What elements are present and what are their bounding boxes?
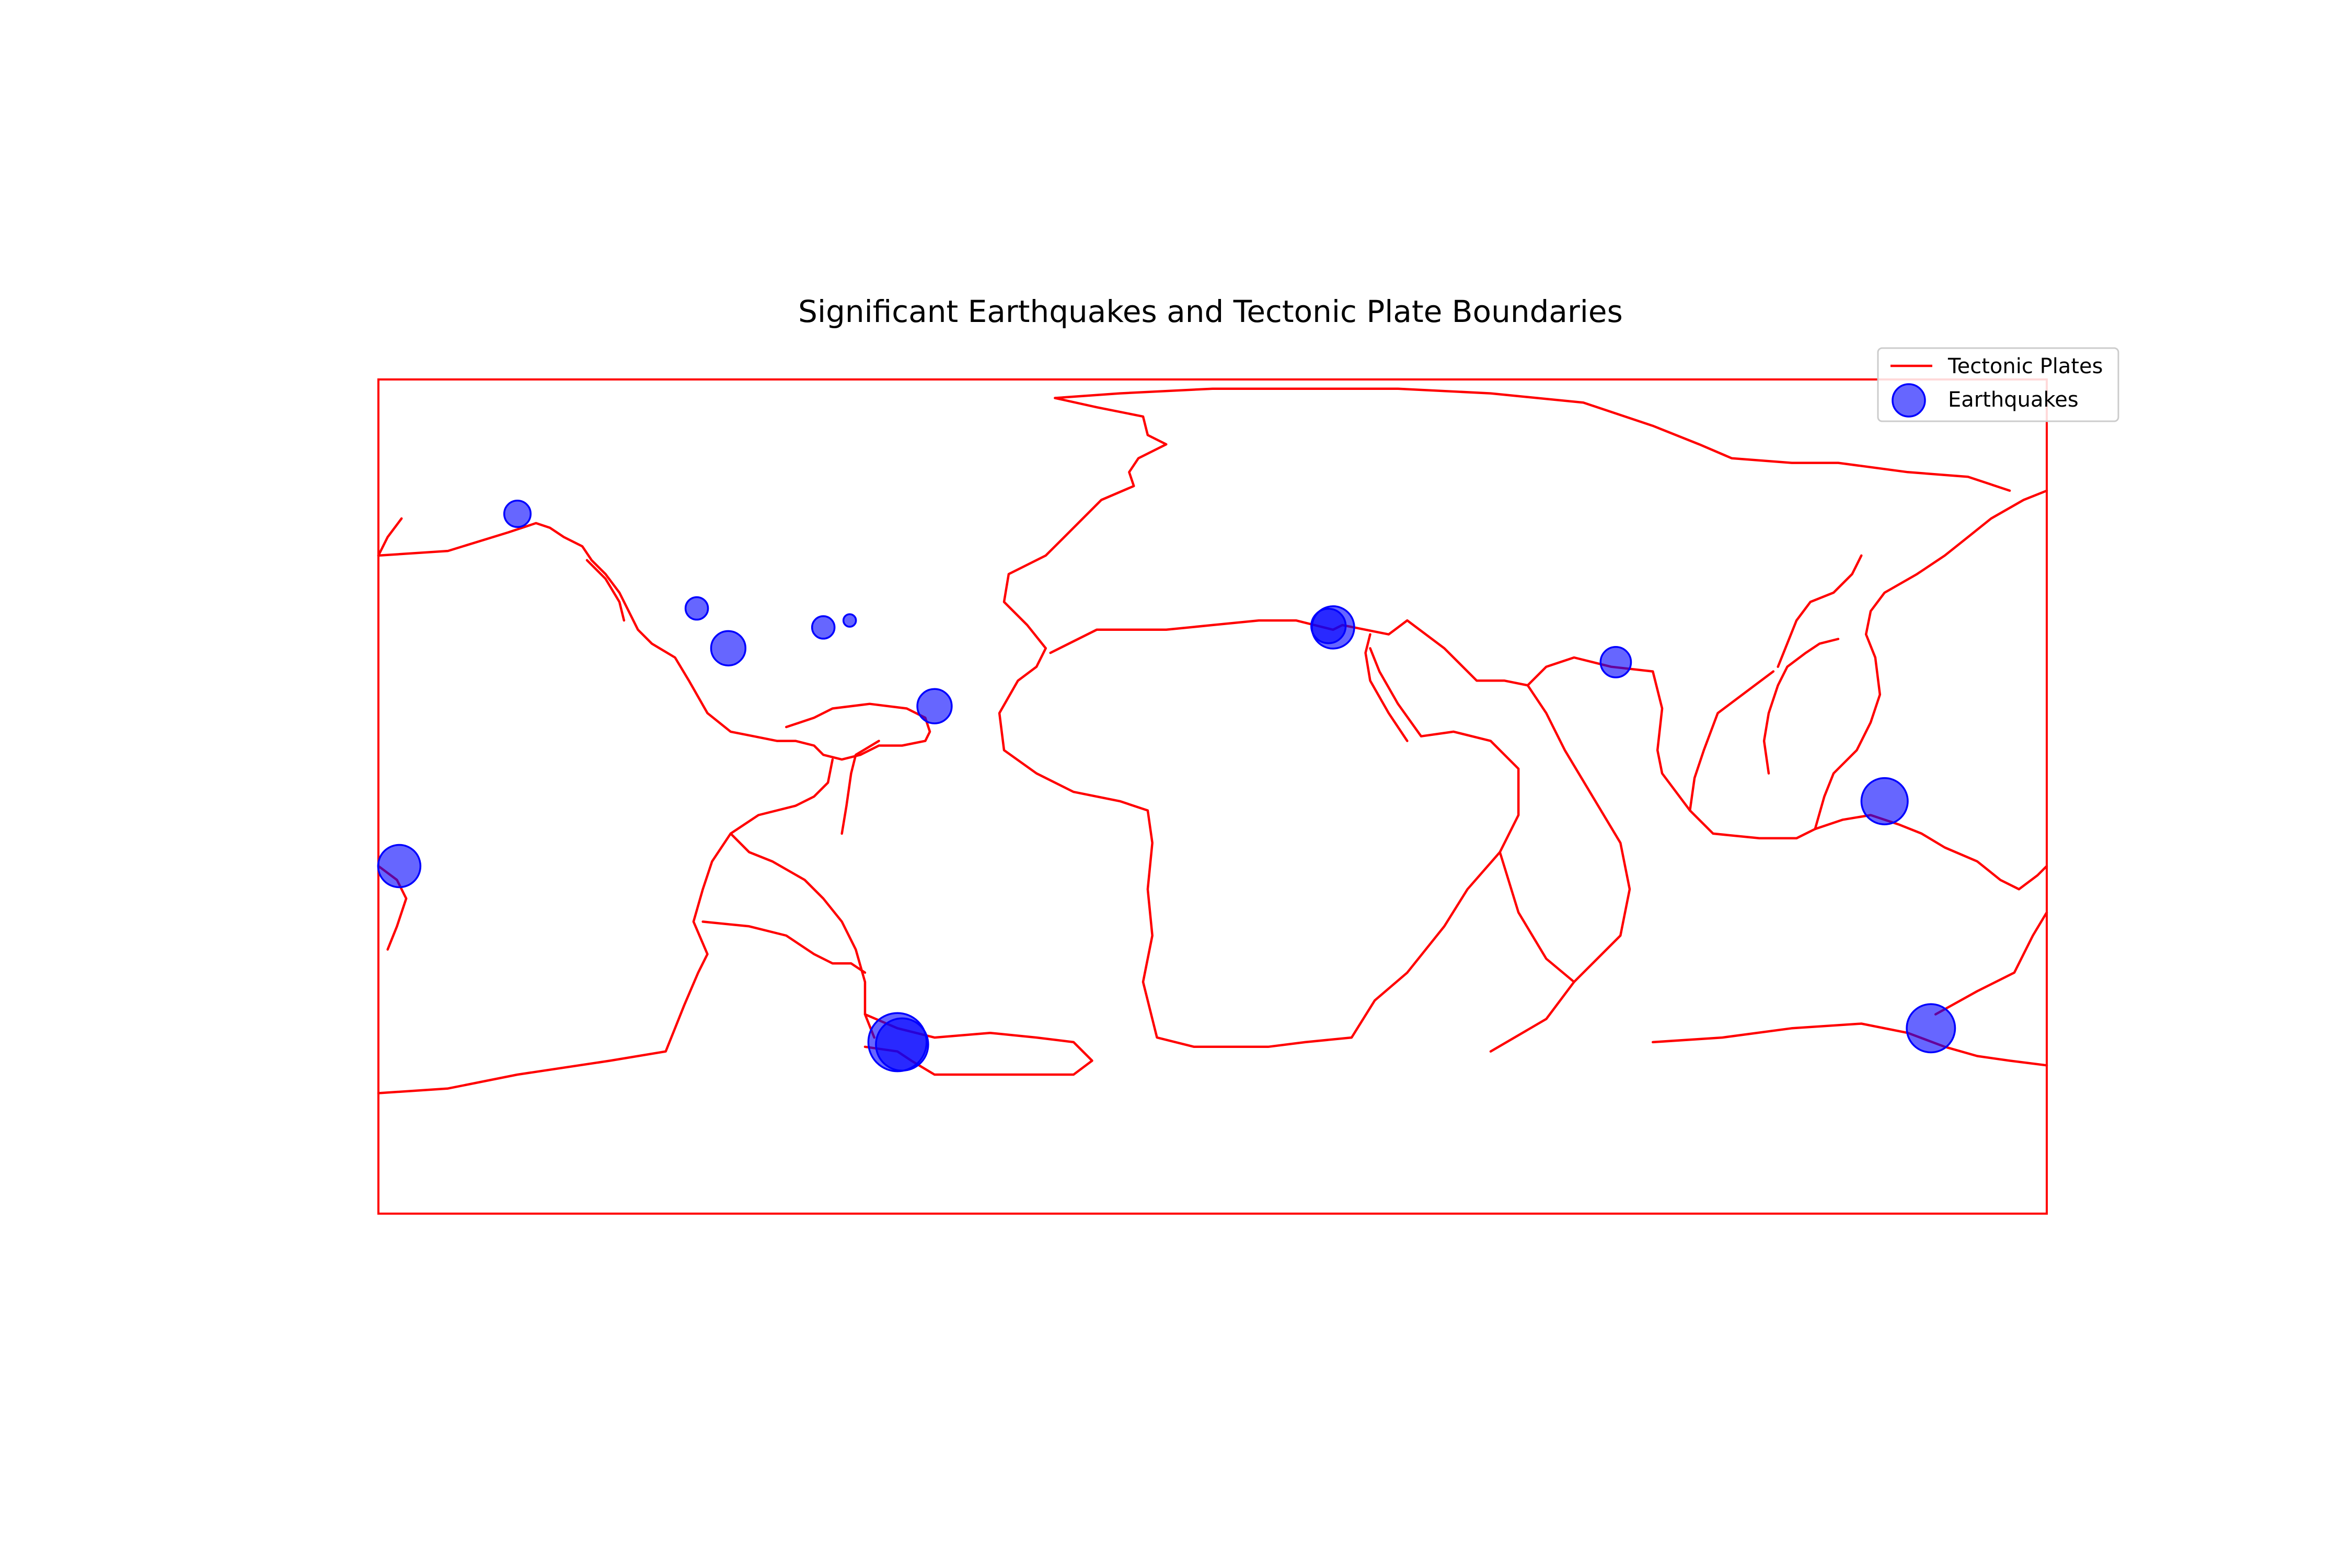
map-frame xyxy=(377,378,2048,1215)
plate-boundary-15 xyxy=(1934,911,2048,1016)
plate-boundary-16 xyxy=(1814,814,2048,891)
plate-boundary-19 xyxy=(1689,670,1775,812)
map-area xyxy=(377,378,2048,1215)
map-title: Significant Earthquakes and Tectonic Pla… xyxy=(798,294,1623,329)
plate-boundary-18 xyxy=(1762,638,1840,775)
earthquake-markers xyxy=(377,500,1956,1073)
earthquake-marker-6 xyxy=(916,688,953,724)
plate-boundary-20 xyxy=(1777,554,1863,668)
plate-boundary-11 xyxy=(1489,684,1631,1053)
earthquake-marker-4 xyxy=(811,615,836,640)
plate-boundary-12 xyxy=(1498,851,1575,983)
plate-boundary-22 xyxy=(377,517,403,557)
earthquake-marker-13 xyxy=(1860,777,1909,825)
earthquake-marker-2 xyxy=(684,596,709,621)
earthquake-marker-9 xyxy=(875,1017,929,1072)
earthquake-marker-7 xyxy=(377,844,422,889)
legend: Tectonic Plates Earthquakes xyxy=(1877,347,2119,422)
legend-box xyxy=(1877,347,2119,422)
earthquake-marker-1 xyxy=(503,500,532,528)
earthquake-marker-3 xyxy=(710,630,747,666)
plate-boundary-1 xyxy=(377,522,931,761)
tectonic-plate-boundaries xyxy=(377,387,2048,1094)
plate-boundary-4 xyxy=(729,832,875,1039)
earthquake-marker-11 xyxy=(1311,605,1355,650)
plate-boundary-17 xyxy=(1814,489,2048,831)
plate-boundary-5 xyxy=(701,920,867,974)
legend-earthquake-circle-icon xyxy=(1892,383,1926,418)
legend-label-plates: Tectonic Plates xyxy=(1947,354,2103,378)
plate-boundary-3 xyxy=(377,758,834,1094)
legend-label-earthquakes: Earthquakes xyxy=(1948,388,2079,412)
plate-boundary-10 xyxy=(1049,619,1816,840)
plate-boundary-9 xyxy=(998,397,1520,1048)
plate-boundary-6 xyxy=(840,740,880,835)
earthquake-marker-12 xyxy=(1599,646,1632,678)
plate-boundary-13 xyxy=(1364,633,1409,742)
earthquake-marker-5 xyxy=(842,613,857,628)
plate-boundary-2 xyxy=(585,559,626,622)
plate-boundary-8 xyxy=(1054,387,2011,492)
earthquake-marker-14 xyxy=(1906,1003,1956,1054)
